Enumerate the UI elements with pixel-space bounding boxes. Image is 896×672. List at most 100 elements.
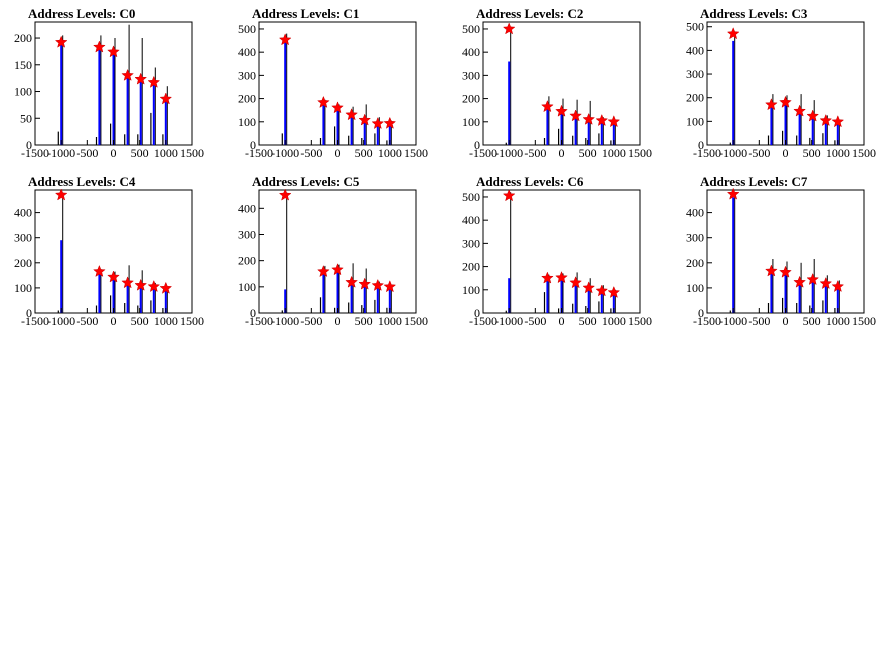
x-tick-label: 500 bbox=[579, 146, 597, 160]
peak-marker bbox=[819, 113, 833, 127]
histogram-outline-bar bbox=[378, 117, 380, 145]
x-tick-label: -1000 bbox=[495, 146, 523, 160]
x-tick-label: -1500 bbox=[245, 314, 273, 328]
histogram-side-bar bbox=[386, 307, 388, 313]
histogram-outline-bar bbox=[589, 278, 591, 313]
peak-marker bbox=[317, 265, 330, 278]
panel-title: Address Levels: C5 bbox=[252, 174, 360, 189]
y-tick-label: 400 bbox=[462, 213, 480, 227]
x-tick-label: 500 bbox=[803, 314, 821, 328]
histogram-bar bbox=[284, 289, 287, 313]
x-tick-label: -1000 bbox=[719, 314, 747, 328]
y-tick-label: 300 bbox=[238, 68, 256, 82]
histogram-side-bar bbox=[95, 305, 98, 313]
histogram-side-bar bbox=[374, 299, 376, 313]
histogram-bar bbox=[126, 75, 129, 145]
histogram-bar bbox=[60, 240, 63, 313]
histogram-side-bar bbox=[319, 297, 322, 313]
peak-marker bbox=[159, 281, 173, 294]
histogram-panel: Address Levels: C4 0 100 200 300 400 -1500-100… bbox=[14, 174, 204, 328]
histogram-panel: Address Levels: C20100200300400500-1500-… bbox=[462, 6, 652, 160]
x-tick-label: -500 bbox=[524, 314, 546, 328]
histogram-side-bar bbox=[374, 133, 376, 145]
y-tick-label: 0 bbox=[250, 138, 256, 152]
histogram-outline-bar bbox=[390, 285, 392, 313]
histogram-side-bar bbox=[796, 303, 798, 313]
panel-title: Address Levels: C6 bbox=[476, 174, 584, 189]
y-tick-label: 400 bbox=[686, 43, 704, 57]
peak-marker bbox=[765, 264, 778, 277]
histogram-bar bbox=[798, 282, 801, 313]
y-tick-label: 200 bbox=[462, 92, 480, 106]
histogram-bar bbox=[322, 273, 325, 313]
y-tick-label: 300 bbox=[462, 68, 480, 82]
histogram-side-bar bbox=[505, 310, 507, 313]
histogram-panel: Address Levels: C30100200300400500-1500-… bbox=[686, 6, 876, 160]
histogram-side-bar bbox=[767, 303, 770, 313]
peak-marker bbox=[765, 98, 778, 111]
histogram-outline-bar bbox=[510, 26, 512, 146]
y-tick-label: 0 bbox=[26, 306, 32, 320]
histogram-outline-bar bbox=[286, 33, 288, 145]
histogram-panel: Address Levels: C5 0 100 200 300 400 -1500-100… bbox=[238, 174, 428, 328]
histogram-outline-bar bbox=[62, 35, 64, 145]
histogram-outline-bar bbox=[390, 120, 392, 145]
histogram-outline-bar bbox=[576, 272, 578, 313]
histogram-outline-bar bbox=[154, 282, 156, 313]
y-tick-label: 500 bbox=[462, 190, 480, 204]
histogram-bar bbox=[587, 289, 590, 313]
histogram-side-bar bbox=[572, 135, 574, 145]
x-tick-label: 0 bbox=[335, 146, 341, 160]
x-tick-label: -500 bbox=[748, 146, 770, 160]
peak-marker bbox=[383, 280, 397, 293]
histogram-panel: Address Levels: C60100200300400500-1500-… bbox=[462, 174, 652, 328]
peak-marker bbox=[134, 72, 148, 85]
histogram-outline-bar bbox=[286, 192, 288, 313]
histogram-side-bar bbox=[95, 137, 98, 145]
y-tick-label: 0 bbox=[26, 138, 32, 152]
histogram-outline-bar bbox=[813, 100, 815, 145]
histogram-outline-bar bbox=[324, 265, 326, 313]
histogram-side-bar bbox=[137, 134, 139, 145]
peak-marker bbox=[831, 115, 845, 128]
y-tick-label: 100 bbox=[462, 115, 480, 129]
histogram-bar bbox=[508, 278, 511, 313]
histogram-side-bar bbox=[585, 306, 587, 313]
peak-marker bbox=[607, 285, 621, 298]
peak-marker bbox=[726, 187, 740, 200]
histogram-side-bar bbox=[796, 135, 798, 145]
histogram-side-bar bbox=[729, 310, 731, 313]
peak-marker bbox=[358, 113, 372, 126]
histogram-side-bar bbox=[110, 295, 112, 313]
histogram-outline-bar bbox=[128, 265, 130, 313]
peak-marker bbox=[331, 263, 344, 276]
histogram-bar bbox=[784, 272, 787, 313]
histogram-side-bar bbox=[558, 128, 560, 145]
peak-marker bbox=[806, 109, 820, 122]
histogram-bar bbox=[388, 124, 391, 145]
panel-title: Address Levels: C7 bbox=[700, 174, 808, 189]
y-tick-label: 0 bbox=[698, 138, 704, 152]
x-tick-label: 0 bbox=[559, 314, 565, 328]
peak-marker bbox=[569, 109, 582, 122]
peak-marker bbox=[806, 272, 820, 286]
x-tick-label: -500 bbox=[524, 146, 546, 160]
y-tick-label: 100 bbox=[14, 281, 32, 295]
x-tick-label: 0 bbox=[783, 314, 789, 328]
x-tick-label: 1500 bbox=[852, 146, 876, 160]
histogram-side-bar bbox=[137, 305, 139, 313]
x-tick-label: 500 bbox=[355, 314, 373, 328]
histogram-bar bbox=[112, 51, 115, 145]
peak-marker bbox=[134, 278, 148, 291]
histogram-side-bar bbox=[729, 142, 731, 145]
peak-marker bbox=[345, 275, 358, 288]
histogram-outline-bar bbox=[813, 259, 815, 313]
y-tick-label: 50 bbox=[20, 111, 32, 125]
histogram-outline-bar bbox=[100, 35, 102, 145]
x-tick-label: 1000 bbox=[602, 314, 626, 328]
histogram-bar bbox=[152, 83, 155, 145]
histogram-side-bar bbox=[767, 135, 770, 145]
histogram-bar bbox=[322, 104, 325, 145]
histogram-side-bar bbox=[543, 292, 546, 313]
histogram-side-bar bbox=[110, 123, 112, 145]
